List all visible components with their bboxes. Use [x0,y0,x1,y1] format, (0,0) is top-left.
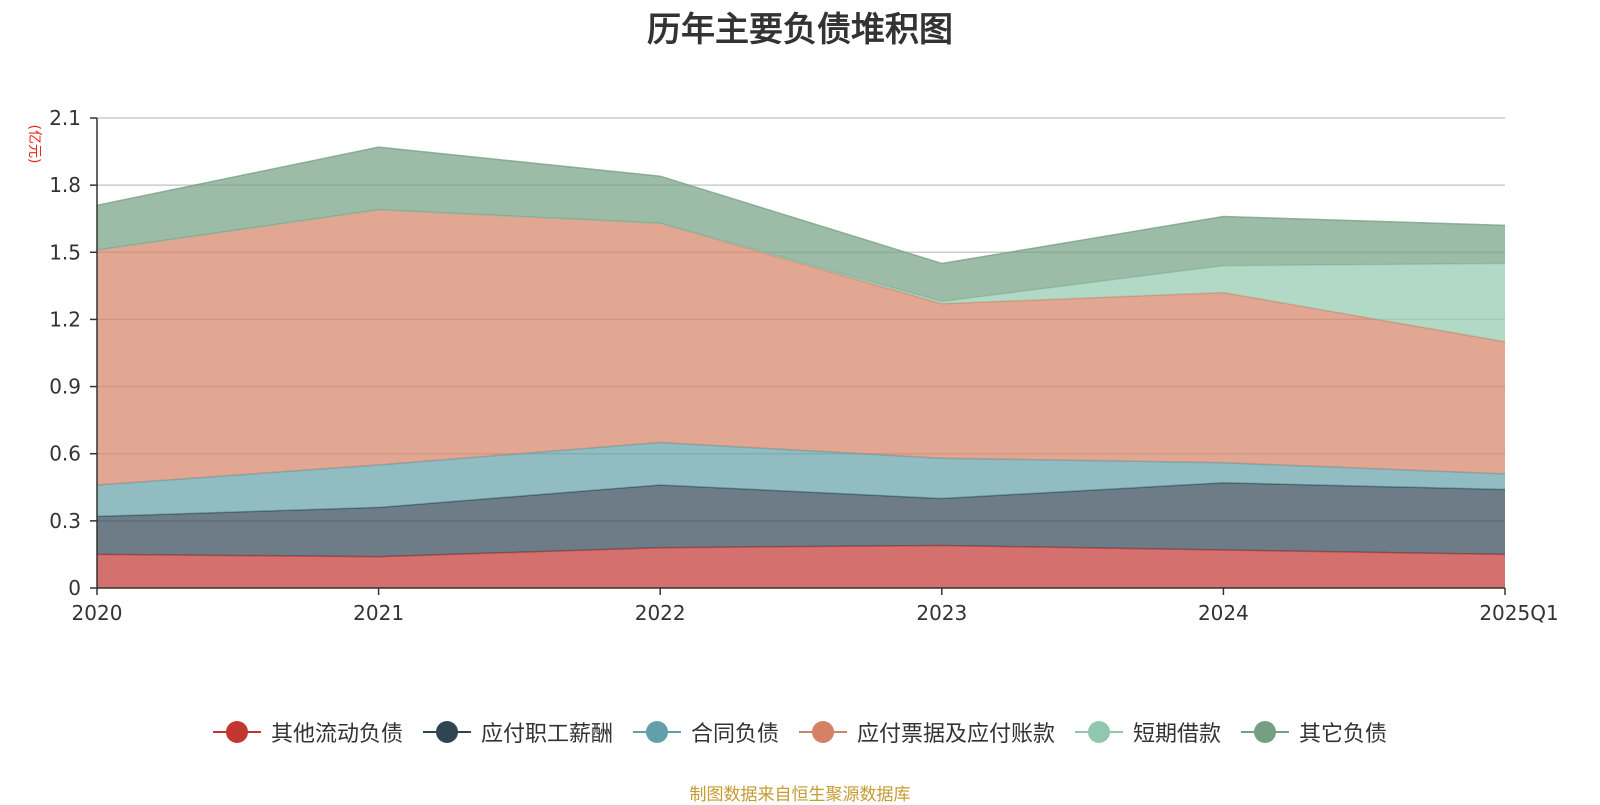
x-tick-label: 2020 [72,601,123,625]
legend-item[interactable]: 短期借款 [1075,716,1221,748]
y-tick-label: 1.8 [49,173,81,197]
legend-marker-icon [1075,721,1124,743]
y-tick-label: 0.6 [49,442,81,466]
legend-marker-icon [212,721,261,743]
legend-label: 短期借款 [1133,722,1222,747]
x-tick-label: 2023 [916,601,967,625]
area-series-其它负债 [97,147,1505,302]
area-series-应付职工薪酬 [97,482,1505,557]
y-axis-unit-label: (亿元) [26,125,42,164]
series-line-其它负债 [96,146,1506,265]
axes: 0 0.3 0.6 0.9 1.2 1.5 1.8 2.1 2020 2021 2022 2023 20… [49,106,1559,625]
legend-item[interactable]: 其它负债 [1241,716,1387,748]
y-tick-label: 0.9 [49,375,81,399]
x-tick-label: 2025Q1 [1479,601,1558,625]
legend-marker-icon [1241,721,1290,743]
legend-marker-icon [799,721,847,743]
legend-item[interactable]: 其他流动负债 [212,716,403,748]
x-tick-label: 2021 [353,601,404,625]
legend-marker-icon [632,721,681,743]
y-tick-label: 0 [68,576,81,600]
area-series-应付票据及应付账款 [97,209,1505,486]
legend: 其他流动负债 应付职工薪酬 合同负债 应付票据及应付账款 短期借款 其它负债 [0,716,1600,748]
legend-label: 其他流动负债 [270,722,403,747]
legend-item[interactable]: 应付票据及应付账款 [799,716,1055,748]
area-series [96,146,1506,588]
x-tick-label: 2022 [635,601,686,625]
chart-title: 历年主要负债堆积图 [647,10,953,50]
area-series-其他流动负债 [97,545,1505,588]
y-tick-label: 0.3 [49,509,81,533]
area-series-合同负债 [97,442,1505,517]
legend-label: 应付职工薪酬 [480,722,613,747]
y-tick-label: 1.2 [49,307,81,331]
legend-label: 其它负债 [1299,722,1388,747]
legend-label: 合同负债 [690,722,779,747]
area-series-短期借款 [97,209,1505,342]
y-tick-label: 2.1 [49,106,81,130]
legend-item[interactable]: 应付职工薪酬 [422,716,613,748]
legend-marker-icon [422,721,471,743]
legend-item[interactable]: 合同负债 [632,716,779,748]
legend-label: 应付票据及应付账款 [857,722,1056,747]
y-tick-label: 1.5 [49,240,81,264]
x-tick-label: 2024 [1198,601,1249,625]
source-note: 制图数据来自恒生聚源数据库 [689,785,911,805]
